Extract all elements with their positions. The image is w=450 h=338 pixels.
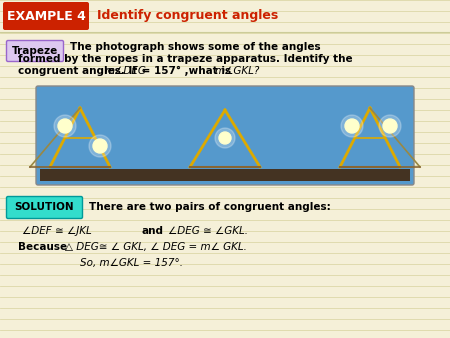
Circle shape (219, 132, 231, 144)
FancyBboxPatch shape (6, 196, 82, 218)
Text: formed by the ropes in a trapeze apparatus. Identify the: formed by the ropes in a trapeze apparat… (18, 54, 353, 64)
Text: congruent angles. If: congruent angles. If (18, 66, 140, 76)
Bar (40, 169, 410, 181)
Circle shape (383, 119, 397, 133)
FancyBboxPatch shape (6, 41, 63, 62)
Circle shape (215, 128, 235, 148)
Circle shape (341, 115, 363, 137)
Text: Trapeze: Trapeze (12, 46, 58, 56)
Text: ∠DEG ≅ ∠GKL.: ∠DEG ≅ ∠GKL. (168, 226, 248, 236)
Text: = 157° ,what is: = 157° ,what is (138, 66, 238, 76)
Circle shape (54, 115, 76, 137)
Text: EXAMPLE 4: EXAMPLE 4 (7, 9, 86, 23)
Text: m∠DEG: m∠DEG (105, 66, 147, 76)
Circle shape (379, 115, 401, 137)
Text: So, m∠GKL = 157°.: So, m∠GKL = 157°. (80, 258, 183, 268)
Text: Because: Because (18, 242, 67, 252)
Text: SOLUTION: SOLUTION (15, 202, 74, 213)
Text: There are two pairs of congruent angles:: There are two pairs of congruent angles: (89, 202, 331, 213)
Text: △ DEG≅ ∠ GKL, ∠ DEG = m∠ GKL.: △ DEG≅ ∠ GKL, ∠ DEG = m∠ GKL. (65, 242, 247, 252)
Text: ∠DEF ≅ ∠JKL: ∠DEF ≅ ∠JKL (22, 226, 92, 236)
Circle shape (89, 135, 111, 157)
FancyBboxPatch shape (36, 86, 414, 185)
Text: The photograph shows some of the angles: The photograph shows some of the angles (70, 42, 320, 52)
Circle shape (58, 119, 72, 133)
Text: and: and (142, 226, 164, 236)
Circle shape (345, 119, 359, 133)
Text: m∠GKL?: m∠GKL? (215, 66, 261, 76)
Text: Identify congruent angles: Identify congruent angles (97, 9, 278, 23)
Circle shape (93, 139, 107, 153)
FancyBboxPatch shape (3, 2, 89, 30)
